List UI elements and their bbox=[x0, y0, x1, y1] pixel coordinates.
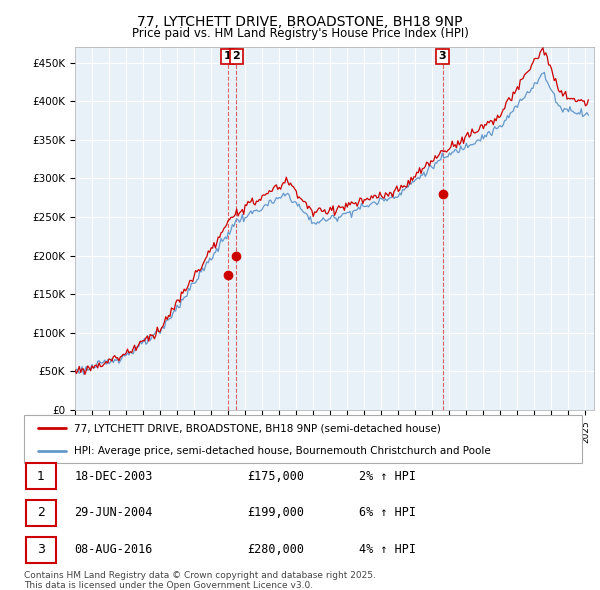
Text: £280,000: £280,000 bbox=[247, 543, 304, 556]
Text: 2: 2 bbox=[233, 51, 241, 61]
Text: £175,000: £175,000 bbox=[247, 470, 304, 483]
Text: £199,000: £199,000 bbox=[247, 506, 304, 519]
Text: 08-AUG-2016: 08-AUG-2016 bbox=[74, 543, 152, 556]
Text: Contains HM Land Registry data © Crown copyright and database right 2025.
This d: Contains HM Land Registry data © Crown c… bbox=[24, 571, 376, 590]
FancyBboxPatch shape bbox=[26, 537, 56, 563]
Text: 2: 2 bbox=[37, 506, 45, 519]
FancyBboxPatch shape bbox=[26, 463, 56, 489]
Text: 2% ↑ HPI: 2% ↑ HPI bbox=[359, 470, 416, 483]
Text: 4% ↑ HPI: 4% ↑ HPI bbox=[359, 543, 416, 556]
Text: 1: 1 bbox=[37, 470, 45, 483]
FancyBboxPatch shape bbox=[26, 500, 56, 526]
Text: 18-DEC-2003: 18-DEC-2003 bbox=[74, 470, 152, 483]
Text: 29-JUN-2004: 29-JUN-2004 bbox=[74, 506, 152, 519]
Text: 1: 1 bbox=[224, 51, 232, 61]
Text: 77, LYTCHETT DRIVE, BROADSTONE, BH18 9NP (semi-detached house): 77, LYTCHETT DRIVE, BROADSTONE, BH18 9NP… bbox=[74, 423, 441, 433]
Text: 77, LYTCHETT DRIVE, BROADSTONE, BH18 9NP: 77, LYTCHETT DRIVE, BROADSTONE, BH18 9NP bbox=[137, 15, 463, 29]
Text: 6% ↑ HPI: 6% ↑ HPI bbox=[359, 506, 416, 519]
Text: 3: 3 bbox=[439, 51, 446, 61]
Text: Price paid vs. HM Land Registry's House Price Index (HPI): Price paid vs. HM Land Registry's House … bbox=[131, 27, 469, 40]
Text: 3: 3 bbox=[37, 543, 45, 556]
Text: HPI: Average price, semi-detached house, Bournemouth Christchurch and Poole: HPI: Average price, semi-detached house,… bbox=[74, 446, 491, 456]
FancyBboxPatch shape bbox=[24, 415, 582, 463]
